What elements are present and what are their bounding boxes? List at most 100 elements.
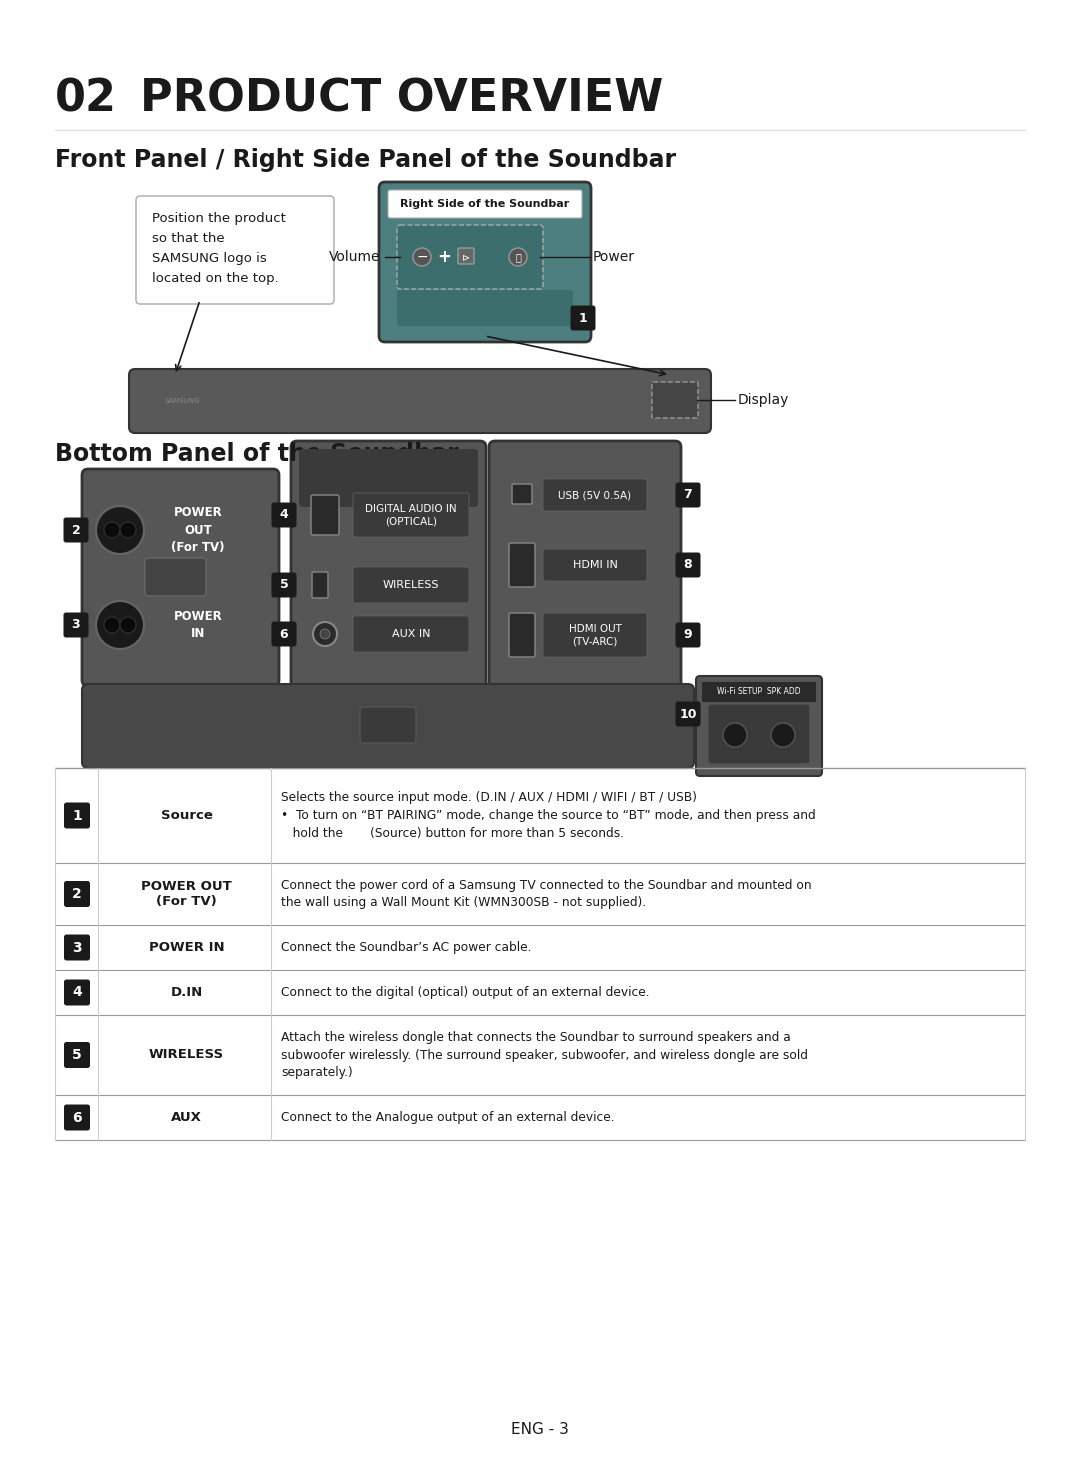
Text: PRODUCT OVERVIEW: PRODUCT OVERVIEW [140,78,663,121]
Text: Position the product
so that the
SAMSUNG logo is
located on the top.: Position the product so that the SAMSUNG… [152,211,286,285]
FancyBboxPatch shape [353,566,469,603]
FancyBboxPatch shape [543,549,647,581]
Circle shape [96,600,144,649]
FancyBboxPatch shape [291,441,486,688]
Text: Display: Display [738,393,789,407]
Text: WIRELESS: WIRELESS [149,1049,224,1062]
FancyBboxPatch shape [543,479,647,512]
Circle shape [120,617,136,633]
Text: 5: 5 [72,1049,82,1062]
Circle shape [382,720,394,732]
Text: 1: 1 [72,809,82,822]
FancyBboxPatch shape [702,682,816,703]
Circle shape [413,248,431,266]
FancyBboxPatch shape [708,704,810,765]
Text: 1: 1 [579,312,588,324]
FancyBboxPatch shape [64,803,90,828]
Text: 9: 9 [684,629,692,642]
Text: 02: 02 [55,78,117,121]
Text: Connect the power cord of a Samsung TV connected to the Soundbar and mounted on
: Connect the power cord of a Samsung TV c… [281,879,812,910]
FancyBboxPatch shape [82,683,694,768]
FancyBboxPatch shape [299,450,478,507]
FancyBboxPatch shape [136,197,334,305]
Text: Front Panel / Right Side Panel of the Soundbar: Front Panel / Right Side Panel of the So… [55,148,676,172]
FancyBboxPatch shape [652,382,698,419]
FancyBboxPatch shape [675,553,701,577]
Circle shape [723,723,747,747]
FancyBboxPatch shape [458,248,474,263]
FancyBboxPatch shape [64,881,90,907]
Text: −: − [416,250,428,263]
FancyBboxPatch shape [543,612,647,657]
FancyBboxPatch shape [696,676,822,776]
Text: 6: 6 [280,627,288,640]
Text: AUX IN: AUX IN [392,629,430,639]
FancyBboxPatch shape [64,1105,90,1130]
Text: USB (5V 0.5A): USB (5V 0.5A) [558,490,632,500]
Text: 8: 8 [684,559,692,571]
Text: ⊳: ⊳ [462,251,470,262]
FancyBboxPatch shape [570,306,595,330]
Text: HDMI OUT
(TV-ARC): HDMI OUT (TV-ARC) [568,624,621,646]
Text: ⏻: ⏻ [515,251,521,262]
Text: DIGITAL AUDIO IN
(OPTICAL): DIGITAL AUDIO IN (OPTICAL) [365,504,457,527]
FancyBboxPatch shape [312,572,328,598]
Text: Wi-Fi SETUP  SPK ADD: Wi-Fi SETUP SPK ADD [717,688,800,697]
Text: Right Side of the Soundbar: Right Side of the Soundbar [401,200,569,209]
FancyBboxPatch shape [489,441,681,688]
FancyBboxPatch shape [311,495,339,535]
FancyBboxPatch shape [64,518,89,543]
Text: Connect to the Analogue output of an external device.: Connect to the Analogue output of an ext… [281,1111,615,1124]
FancyBboxPatch shape [129,368,711,433]
Text: POWER IN: POWER IN [149,941,225,954]
FancyBboxPatch shape [271,621,297,646]
Text: 10: 10 [679,707,697,720]
FancyBboxPatch shape [64,935,90,960]
Circle shape [509,248,527,266]
FancyBboxPatch shape [145,558,206,596]
Text: Connect to the digital (optical) output of an external device.: Connect to the digital (optical) output … [281,986,650,998]
FancyBboxPatch shape [64,979,90,1006]
FancyBboxPatch shape [509,543,535,587]
FancyBboxPatch shape [675,623,701,648]
Text: POWER
OUT
(For TV): POWER OUT (For TV) [172,506,225,553]
Text: POWER
IN: POWER IN [174,609,222,640]
Text: POWER OUT
(For TV): POWER OUT (For TV) [141,880,232,908]
FancyBboxPatch shape [675,701,701,726]
Text: Source: Source [161,809,213,822]
FancyBboxPatch shape [675,482,701,507]
FancyBboxPatch shape [379,182,591,342]
Text: ENG - 3: ENG - 3 [511,1423,569,1438]
FancyBboxPatch shape [397,225,543,288]
Circle shape [320,629,330,639]
FancyBboxPatch shape [360,707,416,742]
Circle shape [96,506,144,555]
Text: 6: 6 [72,1111,82,1124]
Circle shape [771,723,795,747]
Text: 5: 5 [280,578,288,592]
Text: Attach the wireless dongle that connects the Soundbar to surround speakers and a: Attach the wireless dongle that connects… [281,1031,808,1080]
FancyBboxPatch shape [271,503,297,528]
Text: SAMSUNG: SAMSUNG [165,398,201,404]
Text: AUX: AUX [171,1111,202,1124]
Text: Selects the source input mode. (D.IN / AUX / HDMI / WIFI / BT / USB)
•  To turn : Selects the source input mode. (D.IN / A… [281,791,815,840]
Text: Volume: Volume [328,250,380,263]
FancyBboxPatch shape [388,189,582,217]
Text: 3: 3 [72,941,82,954]
Text: +: + [437,248,451,266]
FancyBboxPatch shape [353,615,469,652]
FancyBboxPatch shape [512,484,532,504]
Circle shape [104,522,120,538]
FancyBboxPatch shape [64,612,89,637]
Text: 2: 2 [71,524,80,537]
Text: Power: Power [593,250,635,263]
Text: 4: 4 [72,985,82,1000]
Circle shape [313,623,337,646]
FancyBboxPatch shape [397,290,573,325]
Text: HDMI IN: HDMI IN [572,561,618,569]
FancyBboxPatch shape [64,1043,90,1068]
Text: Connect the Soundbar’s AC power cable.: Connect the Soundbar’s AC power cable. [281,941,531,954]
FancyBboxPatch shape [271,572,297,598]
Text: 2: 2 [72,887,82,901]
Text: 4: 4 [280,509,288,522]
